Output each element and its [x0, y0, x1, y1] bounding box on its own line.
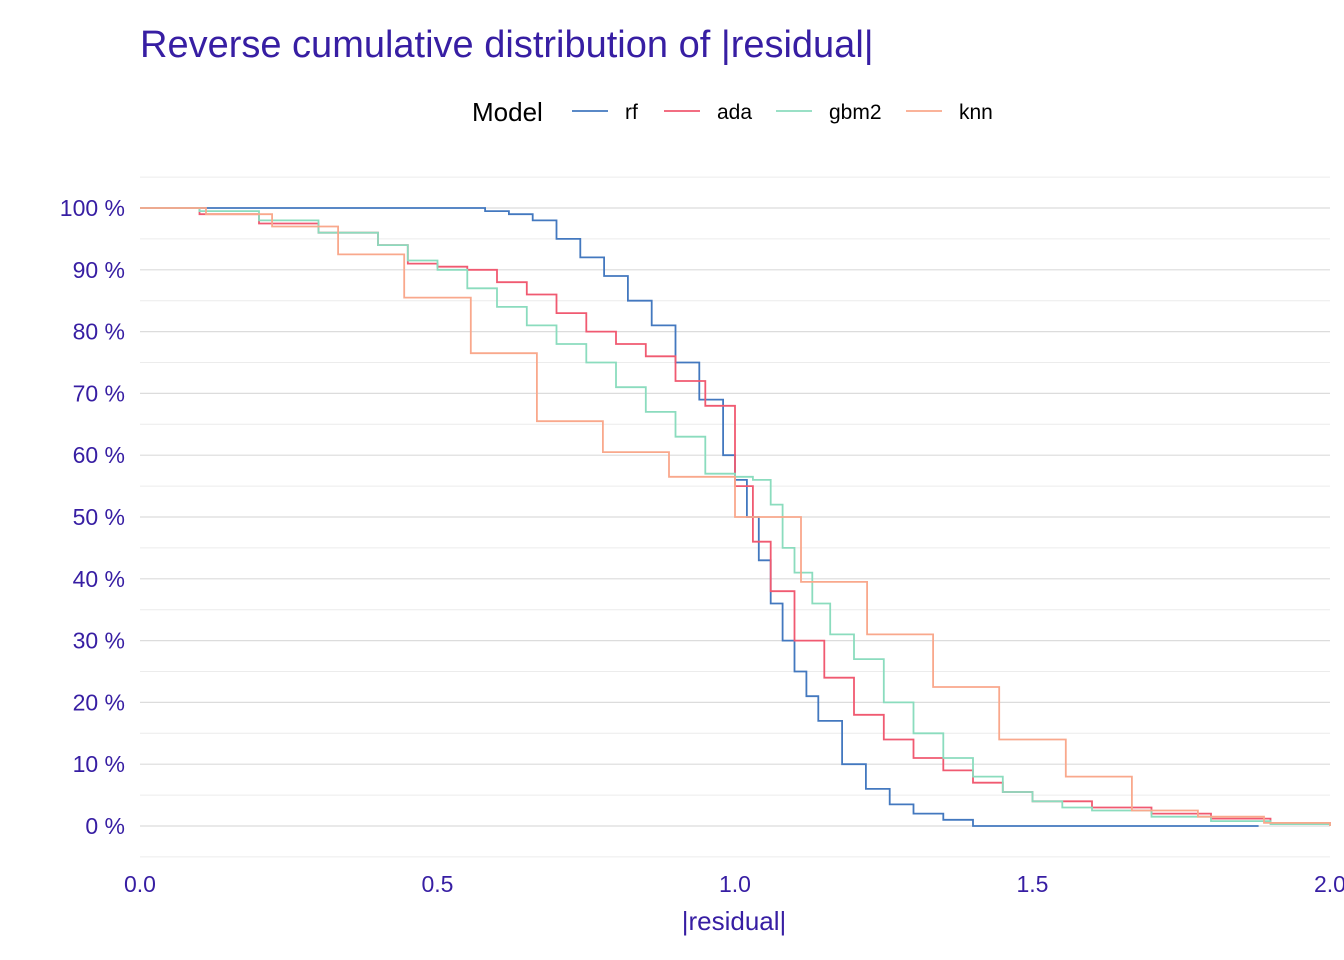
y-tick-label: 30 % — [73, 628, 125, 654]
x-tick-label: 1.0 — [719, 871, 751, 897]
series-line-gbm2 — [140, 207, 1331, 826]
legend-label-knn: knn — [959, 101, 993, 124]
legend-label-rf: rf — [625, 101, 638, 124]
x-tick-label: 1.5 — [1017, 871, 1049, 897]
plot-series — [140, 207, 1331, 827]
y-tick-label: 70 % — [73, 380, 125, 406]
x-axis-ticks: 0.0 0.5 1.0 1.5 2.0 — [124, 871, 1344, 897]
legend-label-ada: ada — [717, 101, 752, 124]
y-tick-label: 50 % — [73, 504, 125, 530]
series-line-knn — [140, 207, 1331, 826]
x-axis-label: |residual| — [682, 906, 787, 936]
y-tick-label: 0 % — [85, 813, 125, 839]
legend: Model rf ada gbm2 knn — [472, 97, 993, 127]
x-tick-label: 0.5 — [422, 871, 454, 897]
y-tick-label: 60 % — [73, 442, 125, 468]
y-tick-label: 10 % — [73, 751, 125, 777]
legend-title: Model — [472, 97, 543, 127]
x-tick-label: 0.0 — [124, 871, 156, 897]
y-tick-label: 90 % — [73, 257, 125, 283]
y-tick-label: 20 % — [73, 689, 125, 715]
x-tick-label: 2.0 — [1314, 871, 1344, 897]
chart-title: Reverse cumulative distribution of |resi… — [140, 24, 874, 66]
legend-label-gbm2: gbm2 — [829, 101, 882, 124]
y-tick-label: 100 % — [60, 195, 125, 221]
y-tick-label: 40 % — [73, 566, 125, 592]
y-axis-ticks: 0 % 10 % 20 % 30 % 40 % 50 % 60 % 70 % 80 % 90 % 1… — [60, 195, 125, 839]
y-tick-label: 80 % — [73, 319, 125, 345]
